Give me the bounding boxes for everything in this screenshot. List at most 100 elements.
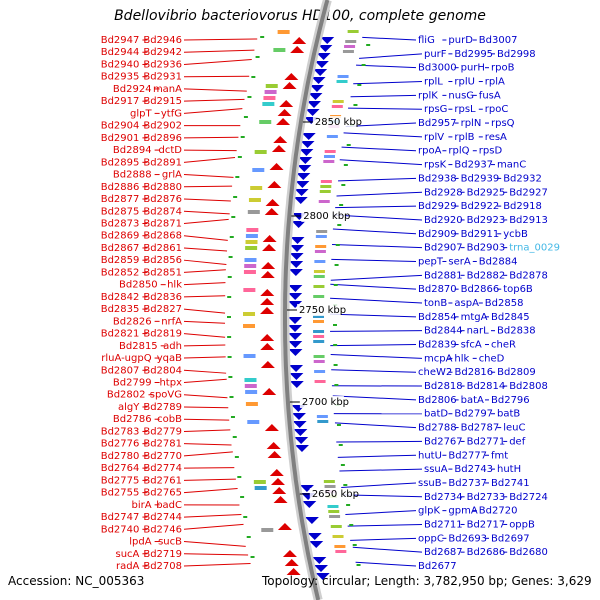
gene-label-left: Bd2901 [101,133,140,144]
reverse-gene-arrow [288,325,303,332]
gene-label-left: Bd2744 [143,512,182,523]
gene-label-left: Bd2827 [143,304,182,315]
gene-label-left: Bd2856 [143,255,182,266]
cds-marker [333,364,338,366]
cds-marker [235,176,240,178]
reverse-gene-arrow [320,37,335,44]
cog-category-block [245,240,258,244]
cog-category-block [344,45,356,48]
gene-label-left: Bd2804 [143,365,182,376]
reverse-gene-arrow [288,293,303,300]
label-leader-line [335,205,417,209]
reverse-gene-arrow [295,181,310,188]
gene-label-left: dctD [159,145,183,156]
reverse-gene-arrow [294,189,309,196]
gene-label-right: rplK [418,90,438,101]
gene-label-right: Bd2922 [461,201,500,212]
forward-gene-arrow [269,163,284,170]
label-leader-line [183,429,231,432]
cds-marker [346,504,351,506]
label-leader-line [183,49,255,53]
forward-gene-arrow [264,208,279,215]
gene-label-right: purH [461,63,485,74]
feature-tracks [227,30,371,580]
forward-gene-arrow [284,73,299,80]
forward-gene-arrow [272,487,287,494]
gene-label-right: tonB [424,298,447,309]
gene-label-right: gpmA [448,506,477,517]
cog-category-block [328,510,340,513]
forward-gene-arrow [276,118,291,125]
gene-label-right: Bd2939 [461,173,500,184]
cog-category-block [316,415,328,418]
label-leader-line [330,283,417,290]
label-leader-line [183,88,247,92]
gene-label-right: Bd2927 [509,187,548,198]
gene-label-left: Bd2931 [143,72,182,83]
gene-label-left: hlk [167,280,182,291]
cds-marker [243,116,248,118]
gene-label-right: Bd2928 [424,187,463,198]
gene-label-right: Bd2998 [497,49,536,60]
gene-label-right: Bd2957 [418,118,457,129]
cds-marker [231,216,236,218]
cog-category-block [347,30,359,33]
label-leader-line [345,122,417,127]
label-leader-line [183,218,229,224]
scale-tick-label: 2700 kbp [302,397,349,408]
cog-category-block [332,535,344,538]
cog-category-block [316,230,328,233]
cds-marker [335,244,340,246]
gene-label-left: Bd2944 [101,47,140,58]
gene-label-right: serA [448,256,470,267]
gene-label-left: Bd2891 [143,157,182,168]
gene-label-left: Bd2746 [143,524,182,535]
cds-marker [227,356,232,358]
gene-label-right: Bd2884 [479,256,518,267]
cog-category-block [313,275,325,278]
cds-marker [229,396,234,398]
cog-category-block [315,245,327,248]
label-leader-line [341,482,417,488]
gene-label-left: Bd2859 [101,255,140,266]
gene-label-right: rplA [485,77,505,88]
gene-label-right: resA [485,132,507,143]
reverse-gene-arrow [308,93,323,100]
gene-label-right: Bd2925 [467,187,506,198]
label-leader-line [331,258,417,262]
reverse-gene-arrow [290,237,305,244]
label-leader-line [343,494,423,498]
gene-label-right: Bd2818 [424,381,463,392]
gene-label-left: Bd2896 [143,133,182,144]
gene-label-right: rpsK [424,160,447,171]
cog-category-block [314,370,326,373]
cds-marker [343,164,348,166]
gene-label-right: hlk [454,353,469,364]
cog-category-block [326,135,338,138]
label-leader-line [183,269,226,273]
cog-category-block [250,186,263,190]
cds-marker [228,376,233,378]
cog-category-block [246,228,259,232]
gene-label-right: Bd3007 [479,35,518,46]
cog-category-block [313,330,325,333]
label-leader-line [183,478,236,481]
cog-category-block [317,420,329,423]
cds-marker [240,496,245,498]
cds-marker [251,76,256,78]
forward-gene-arrow [290,46,305,53]
cog-category-block [243,312,256,316]
left-gene-labels: Bd2946Bd2947Bd2942Bd2944Bd2936Bd2940Bd29… [101,35,183,572]
cds-marker [250,556,255,558]
gene-label-right: rplN [461,118,482,129]
cds-marker [337,224,342,226]
gene-label-left: Bd2789 [143,402,182,413]
gene-label-right: rplV [424,132,444,143]
gene-label-left: Bd2708 [143,561,182,572]
gene-label-left: birA [132,500,152,511]
gene-label-right: rpoC [485,104,509,115]
label-leader-line [183,523,244,530]
cog-category-block [315,235,327,238]
gene-label-right: rplQ [448,146,469,157]
gene-label-right: Bd2923 [467,215,506,226]
